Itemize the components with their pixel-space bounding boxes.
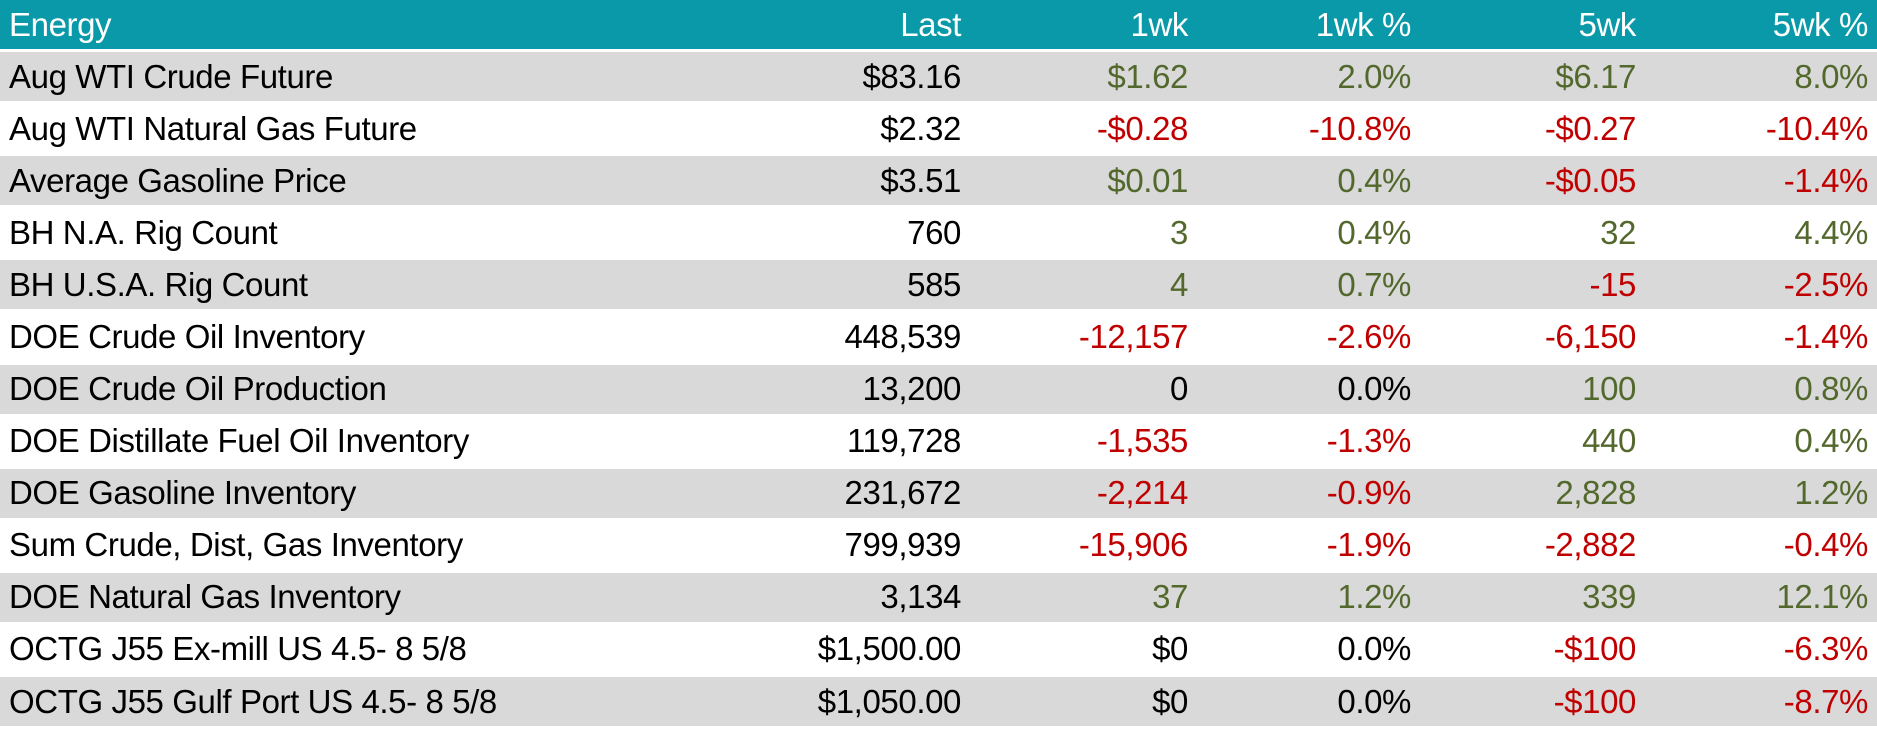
value-cell[interactable]: -2.6% — [1326, 318, 1412, 355]
column-header-5wk[interactable]: 5wk — [1578, 5, 1637, 43]
value-cell[interactable]: 100 — [1582, 370, 1636, 408]
value-cell[interactable]: 37 — [1152, 578, 1188, 616]
row-label-cell[interactable]: Average Gasoline Price — [9, 161, 347, 199]
value-cell[interactable]: 3 — [1170, 213, 1188, 251]
row-label-cell[interactable]: DOE Gasoline Inventory — [9, 474, 357, 512]
value-cell[interactable]: $0 — [1152, 682, 1188, 720]
value-cell[interactable]: 4.4% — [1794, 213, 1868, 251]
value-cell[interactable]: 0.4% — [1794, 422, 1868, 460]
row-label-cell[interactable]: DOE Crude Oil Inventory — [9, 318, 365, 355]
value-cell[interactable]: 8.0% — [1794, 57, 1868, 95]
value-cell[interactable]: -12,157 — [1078, 318, 1189, 355]
value-cell[interactable]: 339 — [1582, 578, 1636, 616]
table-row: DOE Distillate Fuel Oil Inventory 119,728… — [0, 416, 1877, 469]
value-cell[interactable]: -$0.05 — [1544, 161, 1637, 199]
value-cell[interactable]: 0.0% — [1337, 682, 1411, 720]
value-cell[interactable]: -1.4% — [1783, 318, 1869, 355]
table-row: Average Gasoline Price $3.51 $0.01 0.4% -$0.… — [0, 156, 1877, 209]
table-row: DOE Natural Gas Inventory 3,134 37 1.2% 339 1… — [0, 572, 1877, 625]
table-row: BH U.S.A. Rig Count 585 4 0.7% -15 -2.5% — [0, 260, 1877, 313]
row-label-cell[interactable]: BH U.S.A. Rig Count — [9, 265, 308, 303]
row-label-cell[interactable]: DOE Natural Gas Inventory — [9, 578, 401, 616]
column-header-1wk[interactable]: 1wk % — [1315, 5, 1412, 43]
table-row: OCTG J55 Gulf Port US 4.5- 8 5/8 $1,050.0… — [0, 677, 1877, 729]
value-cell[interactable]: 760 — [907, 213, 961, 251]
value-cell[interactable]: 4 — [1170, 265, 1188, 303]
column-header-energy[interactable]: Energy — [9, 5, 112, 43]
table-row: DOE Gasoline Inventory 231,672 -2,214 -0.9%… — [0, 468, 1877, 521]
value-cell[interactable]: $2.32 — [880, 109, 961, 147]
value-cell[interactable]: -2,882 — [1544, 526, 1637, 564]
value-cell[interactable]: 3,134 — [880, 578, 961, 616]
value-cell[interactable]: -15,906 — [1078, 526, 1189, 564]
value-cell[interactable]: 231,672 — [844, 474, 962, 512]
value-cell[interactable]: -$0.28 — [1096, 109, 1189, 147]
value-cell[interactable]: $1,500.00 — [817, 630, 962, 668]
value-cell[interactable]: 0.8% — [1794, 370, 1868, 408]
value-cell[interactable]: 0 — [1170, 370, 1188, 408]
value-cell[interactable]: -10.8% — [1308, 109, 1412, 147]
value-cell[interactable]: 13,200 — [862, 370, 961, 408]
value-cell[interactable]: 1.2% — [1794, 474, 1868, 512]
value-cell[interactable]: $3.51 — [880, 161, 961, 199]
value-cell[interactable]: 0.7% — [1337, 265, 1411, 303]
value-cell[interactable]: $6.17 — [1555, 57, 1636, 95]
value-cell[interactable]: -$0.27 — [1544, 109, 1637, 147]
value-cell[interactable]: -6,150 — [1544, 318, 1637, 355]
value-cell[interactable]: -$100 — [1553, 682, 1637, 720]
value-cell[interactable]: 440 — [1582, 422, 1636, 460]
value-cell[interactable]: 2,828 — [1555, 474, 1636, 512]
column-header-1wk[interactable]: 1wk — [1130, 5, 1189, 43]
table-row: DOE Crude Oil Inventory 448,539 -12,157 -2.… — [0, 312, 1877, 365]
table-row: Aug WTI Natural Gas Future $2.32 -$0.28 -10… — [0, 104, 1877, 157]
value-cell[interactable]: -1.4% — [1783, 161, 1869, 199]
row-label-cell[interactable]: OCTG J55 Gulf Port US 4.5- 8 5/8 — [9, 682, 497, 720]
value-cell[interactable]: 12.1% — [1776, 578, 1868, 616]
value-cell[interactable]: -6.3% — [1783, 630, 1869, 668]
value-cell[interactable]: -2,214 — [1096, 474, 1189, 512]
value-cell[interactable]: $0 — [1152, 630, 1188, 668]
table-row: DOE Crude Oil Production 13,200 0 0.0% 100 0.… — [0, 364, 1877, 417]
value-cell[interactable]: 119,728 — [846, 422, 961, 460]
value-cell[interactable]: -1.9% — [1326, 526, 1412, 564]
table-row: BH N.A. Rig Count 760 3 0.4% 32 4.4% — [0, 208, 1877, 261]
row-label-cell[interactable]: DOE Distillate Fuel Oil Inventory — [9, 422, 469, 460]
value-cell[interactable]: -10.4% — [1765, 109, 1869, 147]
value-cell[interactable]: -15 — [1589, 265, 1637, 303]
row-label-cell[interactable]: Aug WTI Natural Gas Future — [9, 109, 417, 147]
row-label-cell[interactable]: Sum Crude, Dist, Gas Inventory — [9, 526, 463, 564]
value-cell[interactable]: 799,939 — [844, 526, 962, 564]
value-cell[interactable]: $1.62 — [1107, 57, 1188, 95]
value-cell[interactable]: -0.9% — [1326, 474, 1412, 512]
value-cell[interactable]: 0.0% — [1337, 370, 1411, 408]
row-label-cell[interactable]: OCTG J55 Ex-mill US 4.5- 8 5/8 — [9, 630, 467, 668]
table-row: Sum Crude, Dist, Gas Inventory 799,939 -15… — [0, 520, 1877, 573]
column-header-5wk[interactable]: 5wk % — [1772, 5, 1869, 43]
value-cell[interactable]: -0.4% — [1783, 526, 1869, 564]
value-cell[interactable]: 448,539 — [844, 318, 962, 355]
value-cell[interactable]: -1.3% — [1326, 422, 1412, 460]
value-cell[interactable]: 0.0% — [1337, 630, 1411, 668]
row-label-cell[interactable]: BH N.A. Rig Count — [9, 213, 278, 251]
value-cell[interactable]: -8.7% — [1783, 682, 1869, 720]
value-cell[interactable]: $0.01 — [1107, 161, 1188, 199]
column-header-last[interactable]: Last — [900, 5, 961, 43]
header-row: Energy Last 1wk 1wk % 5wk 5wk % — [0, 0, 1877, 53]
row-label-cell[interactable]: DOE Crude Oil Production — [9, 370, 387, 408]
value-cell[interactable]: $1,050.00 — [817, 682, 962, 720]
value-cell[interactable]: $83.16 — [862, 57, 961, 95]
value-cell[interactable]: -1,535 — [1096, 422, 1189, 460]
value-cell[interactable]: -2.5% — [1783, 265, 1869, 303]
value-cell[interactable]: 0.4% — [1337, 213, 1411, 251]
value-cell[interactable]: 2.0% — [1337, 57, 1411, 95]
value-cell[interactable]: 0.4% — [1337, 161, 1411, 199]
value-cell[interactable]: 585 — [907, 265, 961, 303]
row-label-cell[interactable]: Aug WTI Crude Future — [9, 57, 333, 95]
table-row: OCTG J55 Ex-mill US 4.5- 8 5/8 $1,500.00 $… — [0, 624, 1877, 678]
value-cell[interactable]: 1.2% — [1337, 578, 1411, 616]
table-row: Aug WTI Crude Future $83.16 $1.62 2.0% $6.17… — [0, 52, 1877, 105]
value-cell[interactable]: -$100 — [1553, 630, 1637, 668]
value-cell[interactable]: 32 — [1600, 213, 1636, 251]
